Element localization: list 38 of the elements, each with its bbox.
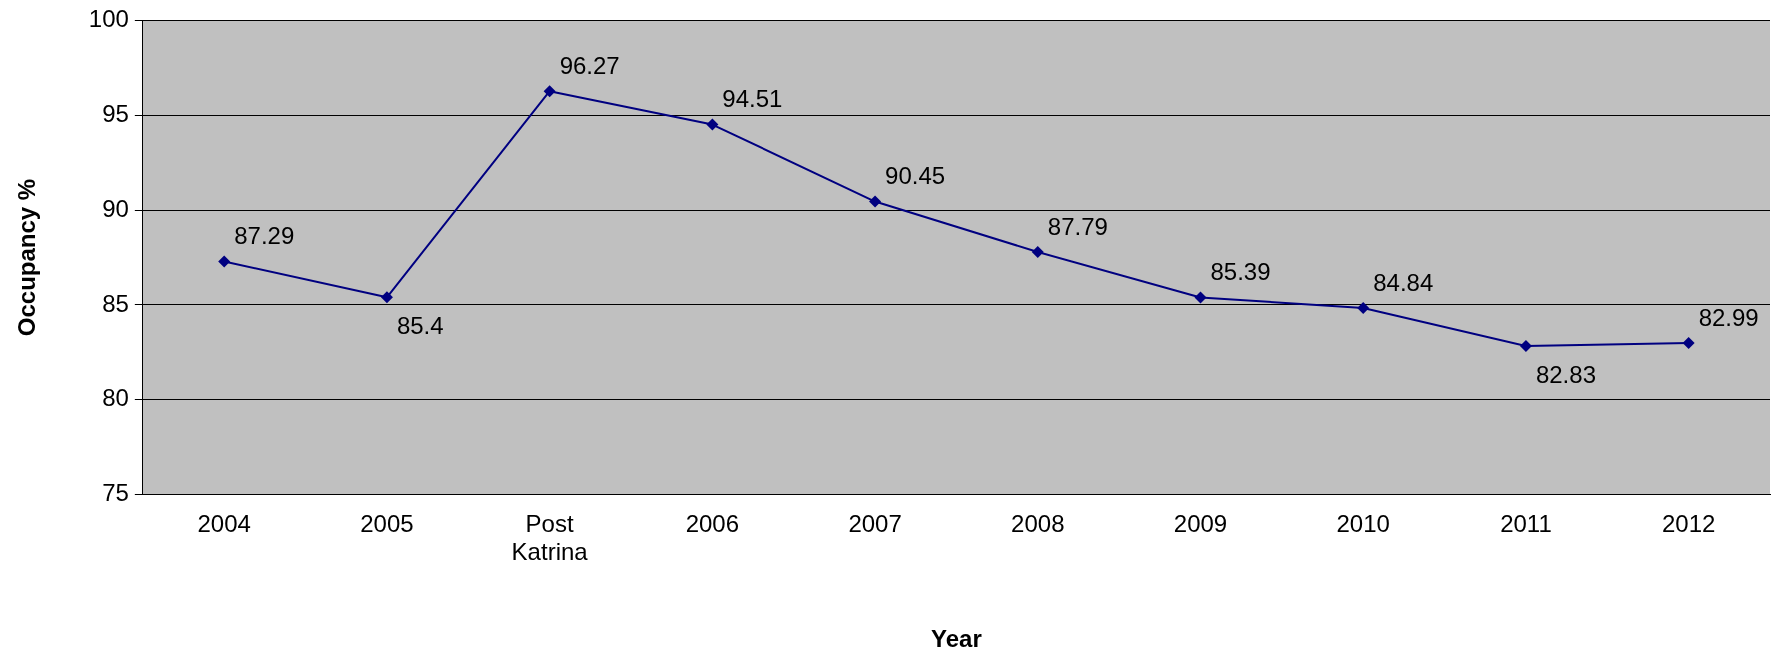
point — [1031, 246, 1044, 258]
x-tick-label: 2012 — [1661, 509, 1716, 537]
point — [1357, 301, 1370, 314]
x-tick-label: 2011 — [1500, 509, 1552, 537]
y-tick-label: 90 — [102, 194, 129, 222]
x-tick-label: 2006 — [685, 509, 740, 537]
x-tick-label: 2005 — [360, 509, 414, 537]
text: 82.99 — [1698, 303, 1759, 331]
text: 87.79 — [1047, 212, 1108, 240]
point — [1682, 337, 1695, 350]
text: 90.45 — [885, 162, 946, 190]
x-tick-label: 2004 — [197, 509, 251, 537]
point — [869, 195, 882, 208]
y-tick-label: 95 — [102, 99, 129, 127]
x-tick-label: 2007 — [848, 509, 902, 537]
x-tick-label: 2009 — [1173, 509, 1228, 537]
text: 96.27 — [559, 51, 620, 79]
x-tick-label: 2010 — [1336, 509, 1390, 537]
x-axis-title: Year — [931, 625, 982, 653]
point — [218, 255, 231, 268]
point — [543, 85, 556, 98]
y-axis-title: Occupancy % — [13, 178, 41, 337]
x-tick-label: 2008 — [1011, 509, 1065, 537]
y-tick-label: 75 — [102, 479, 129, 507]
text: 85.4 — [396, 311, 444, 339]
point — [1519, 340, 1532, 353]
point — [706, 118, 719, 131]
x-tick-label: Post Katrina — [511, 509, 589, 566]
text: 94.51 — [722, 85, 783, 113]
text: 87.29 — [234, 222, 295, 250]
y-tick-label: 100 — [88, 5, 129, 33]
text: 84.84 — [1373, 268, 1434, 296]
y-tick-label: 85 — [102, 289, 129, 317]
y-tick-label: 80 — [102, 384, 129, 412]
point — [380, 291, 393, 304]
text: 82.83 — [1535, 360, 1596, 388]
point — [1194, 291, 1207, 304]
text: 85.39 — [1210, 258, 1271, 286]
